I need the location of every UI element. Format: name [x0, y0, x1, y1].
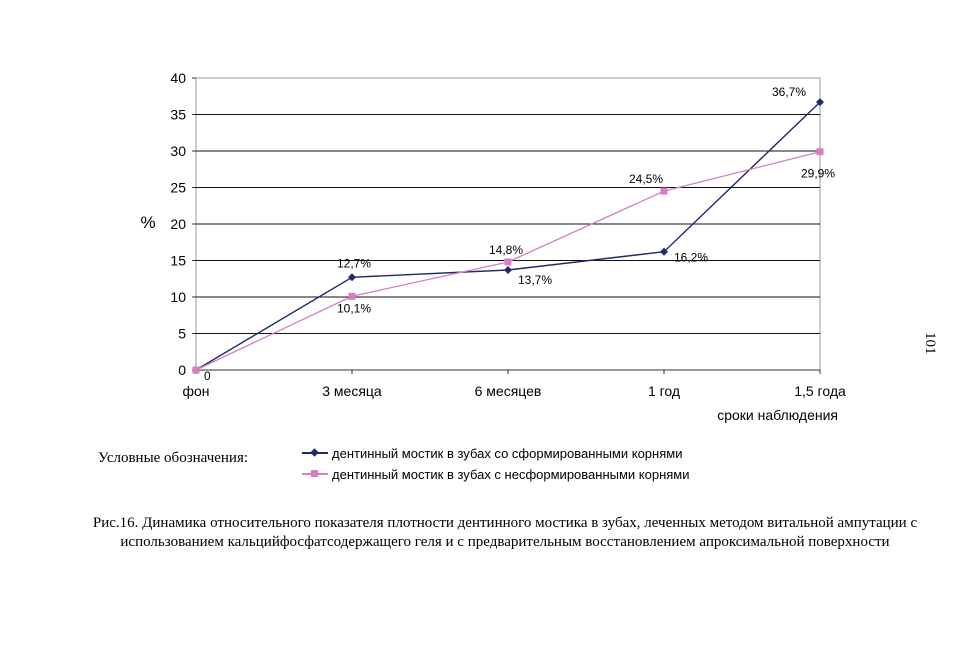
y-tick-label: 15 [170, 253, 186, 269]
legend-item-series-2: дентинный мостик в зубах с несформирован… [302, 465, 690, 483]
legend-item-series-1: дентинный мостик в зубах со сформированн… [302, 444, 682, 462]
page-number: 101 [922, 332, 938, 355]
square-marker-icon [311, 470, 318, 477]
data-label: 36,7% [772, 85, 806, 99]
data-point [348, 273, 356, 282]
x-tick-label: 1 год [648, 383, 680, 399]
y-tick-label: 20 [170, 216, 186, 232]
legend-swatch-series-1 [302, 448, 328, 458]
legend-label-series-2: дентинный мостик в зубах с несформирован… [332, 466, 690, 482]
y-tick-label: 30 [170, 143, 186, 159]
x-tick-label: 1,5 года [794, 383, 846, 399]
data-label: 29,9% [801, 167, 835, 181]
data-point [660, 247, 668, 256]
y-tick-label: 40 [170, 70, 186, 86]
y-tick-label: 25 [170, 180, 186, 196]
figure-caption: Рис.16. Динамика относительного показате… [92, 515, 918, 550]
data-point [816, 148, 824, 156]
data-point [348, 292, 356, 300]
y-tick-label: 5 [178, 326, 186, 342]
y-tick-label: 10 [170, 289, 186, 305]
data-point [504, 265, 512, 274]
data-label: 0 [204, 369, 211, 383]
data-label: 16,2% [674, 251, 708, 265]
x-tick-label: 3 месяца [322, 383, 382, 399]
data-label: 14,8% [489, 243, 523, 257]
y-tick-label: 0 [178, 362, 186, 378]
x-axis-title: сроки наблюдения [717, 407, 838, 423]
data-point [660, 187, 668, 195]
data-point [816, 98, 824, 107]
data-point [504, 258, 512, 266]
y-axis-title: % [140, 213, 155, 232]
data-label: 13,7% [518, 273, 552, 287]
data-label: 10,1% [337, 301, 371, 315]
x-tick-label: фон [182, 383, 209, 399]
x-tick-label: 6 месяцев [475, 383, 542, 399]
legend-caption: Условные обозначения: [98, 450, 249, 466]
data-point [192, 366, 200, 374]
data-label: 24,5% [629, 172, 663, 186]
y-tick-label: 35 [170, 107, 186, 123]
diamond-marker-icon [310, 448, 319, 457]
legend-swatch-series-2 [302, 469, 328, 479]
legend-label-series-1: дентинный мостик в зубах со сформированн… [332, 445, 683, 461]
data-label: 12,7% [337, 256, 371, 270]
